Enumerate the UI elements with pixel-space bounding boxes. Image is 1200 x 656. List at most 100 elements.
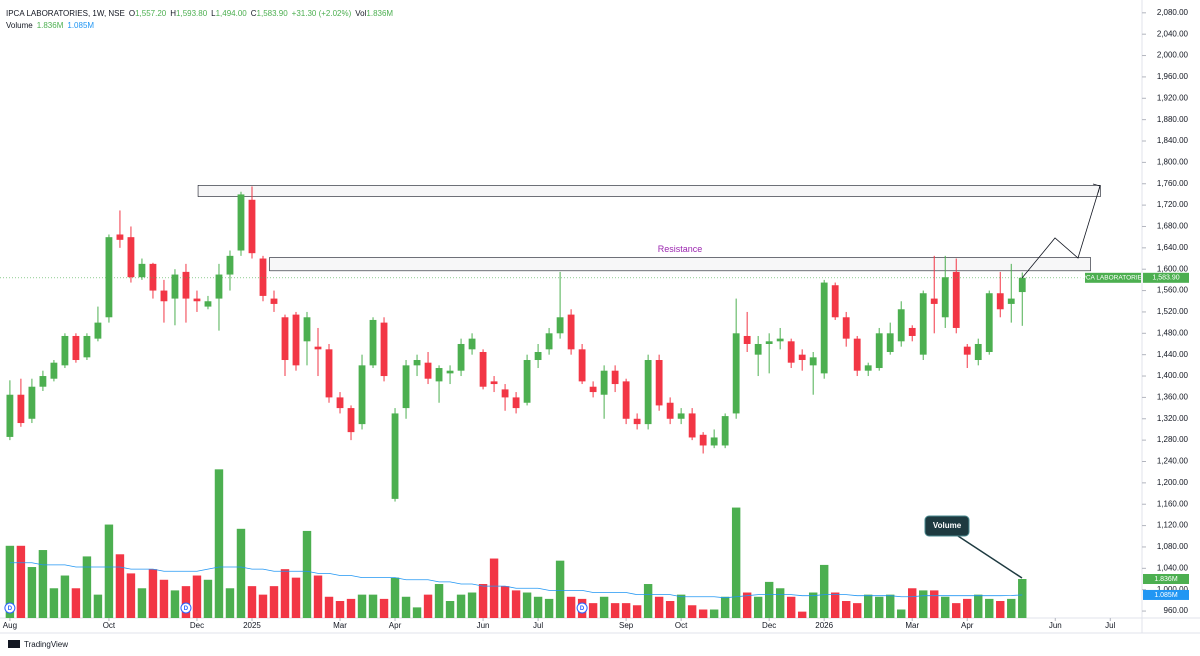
volume-bar	[996, 601, 1005, 618]
candle-body	[754, 343, 762, 355]
x-tick-label: Dec	[190, 621, 204, 630]
price-tag	[1143, 272, 1189, 283]
candle-body	[578, 349, 586, 382]
candle-body	[182, 271, 190, 299]
candle-body	[149, 263, 157, 291]
candle-body	[886, 333, 894, 352]
volume-bar	[522, 592, 532, 618]
volume-bar	[698, 609, 708, 618]
volume-bar	[544, 598, 554, 618]
axes: 960.00 1,000.00 1,040.00 1,080.00 1,120.00 1,…	[0, 8, 1189, 630]
candle-body	[358, 365, 366, 425]
volume-bar	[203, 579, 213, 618]
x-tick-label: Jun	[477, 621, 490, 630]
y-tick-label: 1,280.00	[1157, 435, 1189, 444]
volume-bar	[489, 558, 499, 618]
volume-bar	[874, 596, 884, 618]
y-tick-label: 1,720.00	[1157, 200, 1189, 209]
volume-bar	[952, 603, 961, 618]
volume-bar	[324, 596, 334, 618]
y-tick-label: 960.00	[1164, 606, 1189, 615]
event-label: D	[8, 606, 13, 612]
candle-body	[600, 370, 608, 395]
volume-bar	[830, 592, 840, 618]
zone-label: Resistance	[658, 244, 703, 254]
candle-body	[336, 397, 344, 409]
event-label: D	[580, 606, 585, 612]
candle-body	[468, 338, 476, 350]
y-tick-label: 1,400.00	[1157, 371, 1189, 380]
volume-bar	[478, 584, 488, 618]
volume-bar	[1007, 598, 1016, 618]
candle-body	[853, 338, 861, 371]
candle-body	[688, 413, 696, 438]
volume-bar	[159, 579, 169, 618]
y-tick-label: 2,000.00	[1157, 51, 1189, 60]
volume-bar	[115, 554, 125, 618]
x-tick-label: Oct	[675, 621, 688, 630]
volume-bar	[401, 596, 411, 618]
volume-bar	[720, 596, 730, 618]
candle-body	[512, 397, 520, 409]
ohlc-key: H	[170, 9, 176, 18]
volume-bar	[819, 564, 829, 618]
candle-body	[710, 437, 718, 446]
candle-body	[61, 335, 69, 366]
candle-body	[523, 360, 531, 403]
volume-bar	[863, 594, 873, 618]
event-marker	[4, 602, 16, 614]
candle-body	[765, 341, 773, 344]
candle-body	[347, 408, 355, 433]
candle-body	[842, 317, 850, 339]
change: +31.30 (+2.02%)	[292, 9, 352, 18]
candle-body	[292, 314, 300, 366]
x-tick-label: Jul	[1105, 621, 1115, 630]
event-label: D	[184, 606, 189, 612]
candle-body	[721, 416, 729, 446]
volume-bar	[379, 598, 389, 618]
volume-bar	[775, 588, 785, 618]
volume-bar	[412, 607, 422, 618]
volume-bar	[808, 592, 818, 618]
volume-bar	[897, 609, 906, 618]
volume-bar	[841, 601, 851, 618]
series-tag-label: IPCA LABORATORIES	[1080, 275, 1147, 282]
volume-bar	[709, 609, 719, 618]
volume-bar	[764, 581, 774, 618]
volume-bar	[797, 611, 807, 618]
volume-bar	[313, 575, 323, 618]
zones: Resistance	[197, 185, 1101, 272]
y-tick-label: 1,320.00	[1157, 414, 1189, 423]
volume-bar	[930, 590, 939, 618]
volume-bar	[390, 577, 400, 618]
y-tick-label: 1,120.00	[1157, 521, 1189, 530]
candle-body	[589, 386, 597, 393]
candle-body	[435, 368, 443, 382]
ohlc-key: O	[129, 9, 135, 18]
candle-body	[919, 293, 927, 355]
ohlc-value: 1,557.20	[135, 9, 167, 18]
candle-body	[974, 343, 982, 361]
volume-bar	[963, 598, 972, 618]
volume-bar	[291, 577, 301, 618]
volume-bar	[181, 586, 191, 618]
candle-body	[259, 258, 267, 296]
candle-body	[83, 335, 91, 358]
candle-body	[611, 370, 619, 385]
candle-body	[160, 290, 168, 302]
volume-bar	[214, 469, 224, 618]
volume-bar	[742, 592, 752, 618]
volume-bar	[908, 588, 917, 618]
projection-arrowhead	[1092, 183, 1101, 194]
candle-body	[72, 335, 80, 361]
y-tick-label: 1,240.00	[1157, 457, 1189, 466]
volume-bar	[654, 596, 664, 618]
volume-bar	[1018, 579, 1027, 618]
candle-body	[303, 317, 311, 342]
volume-bar	[511, 590, 521, 618]
y-tick-label: 1,800.00	[1157, 157, 1189, 166]
candle-body	[1007, 298, 1015, 304]
candle-body	[644, 360, 652, 425]
volume-bar	[247, 586, 257, 618]
